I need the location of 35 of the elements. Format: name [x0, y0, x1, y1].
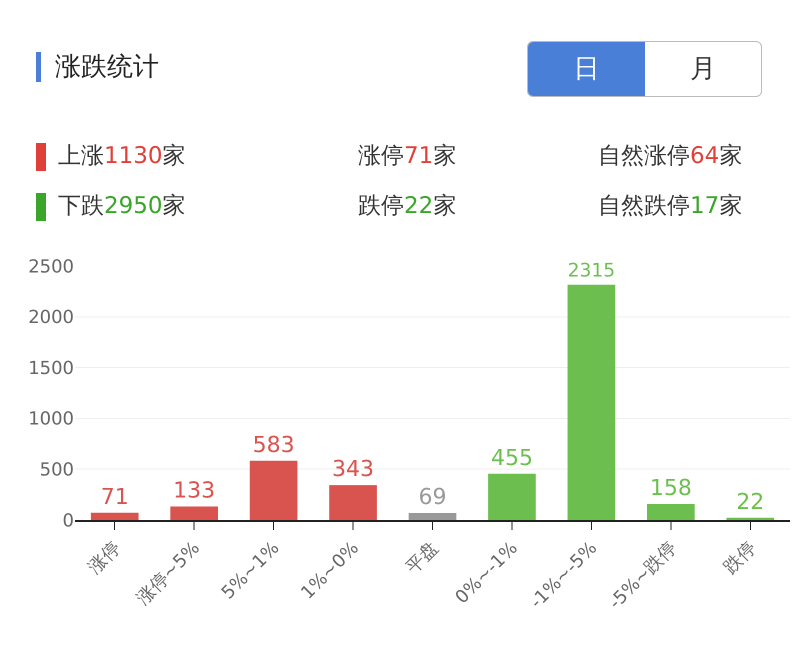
bar — [170, 506, 218, 520]
text: 上涨1130家 — [58, 142, 186, 171]
data-label: 158 — [650, 476, 692, 501]
data-label: 69 — [418, 484, 446, 510]
bar — [329, 485, 377, 520]
y-tick-label: 1000 — [28, 408, 74, 430]
bar — [90, 512, 139, 520]
y-tick-label: 500 — [40, 460, 74, 480]
text: 涨停71家 — [358, 142, 456, 171]
bar — [647, 504, 695, 520]
text: 日 — [528, 42, 644, 96]
data-label: 343 — [332, 457, 374, 482]
y-tick-label: 2000 — [28, 307, 74, 328]
x-tick-label: 涨停 — [84, 538, 125, 578]
text: 下跌2950家 — [58, 192, 186, 221]
bar — [408, 512, 456, 520]
x-tick-label: 跌停 — [720, 538, 760, 578]
chart-title: 涨跌统计 — [36, 52, 159, 82]
bar — [488, 474, 536, 520]
data-label: 71 — [100, 484, 129, 510]
text: 自然涨停64家 — [598, 142, 742, 171]
text: 月 — [688, 53, 717, 86]
data-label: 455 — [490, 446, 533, 471]
bar — [568, 284, 616, 520]
data-label: 133 — [173, 478, 216, 504]
data-label: 583 — [252, 432, 295, 458]
text: 自然跌停17家 — [598, 192, 742, 221]
data-label: 22 — [736, 490, 764, 515]
text: 跌停22家 — [358, 192, 456, 221]
bar — [250, 460, 298, 520]
y-tick-label: 0 — [62, 510, 74, 532]
x-tick-label: 平盘 — [402, 538, 442, 578]
y-tick-label: 2500 — [28, 256, 74, 278]
data-label: 2315 — [568, 260, 616, 282]
y-tick-label: 1500 — [28, 358, 74, 379]
